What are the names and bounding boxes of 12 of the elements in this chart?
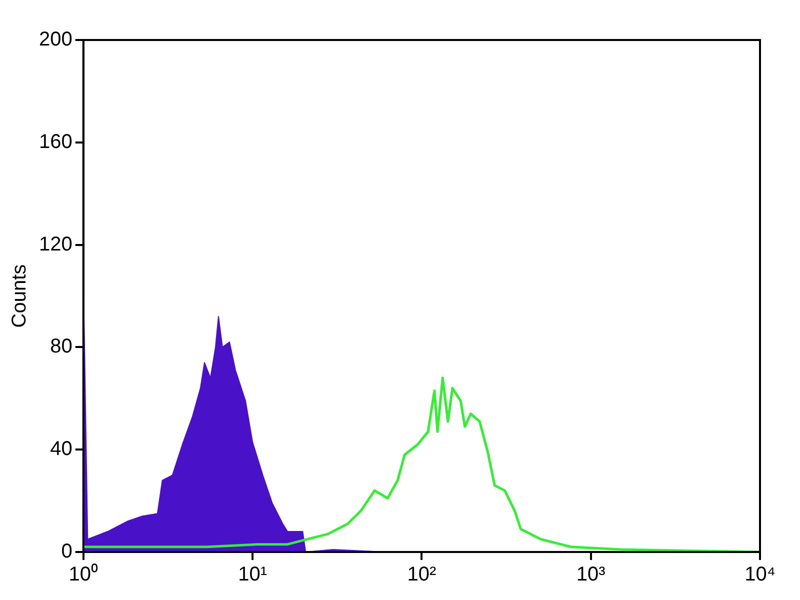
y-tick-label: 120: [38, 233, 72, 256]
x-tick-label: 10⁴: [744, 564, 776, 586]
x-tick-label: 10⁰: [68, 562, 98, 586]
y-tick-label: 160: [38, 130, 72, 153]
y-axis-title: Counts: [8, 264, 31, 328]
y-tick-label: 80: [50, 336, 72, 358]
x-tick-label: 10³: [576, 564, 606, 586]
x-tick-label: 10¹: [238, 564, 268, 586]
x-tick-label: 10²: [407, 564, 436, 586]
y-tick-label: 0: [61, 540, 72, 563]
y-tick-label: 40: [50, 438, 72, 460]
y-tick-label: 200: [38, 28, 72, 51]
